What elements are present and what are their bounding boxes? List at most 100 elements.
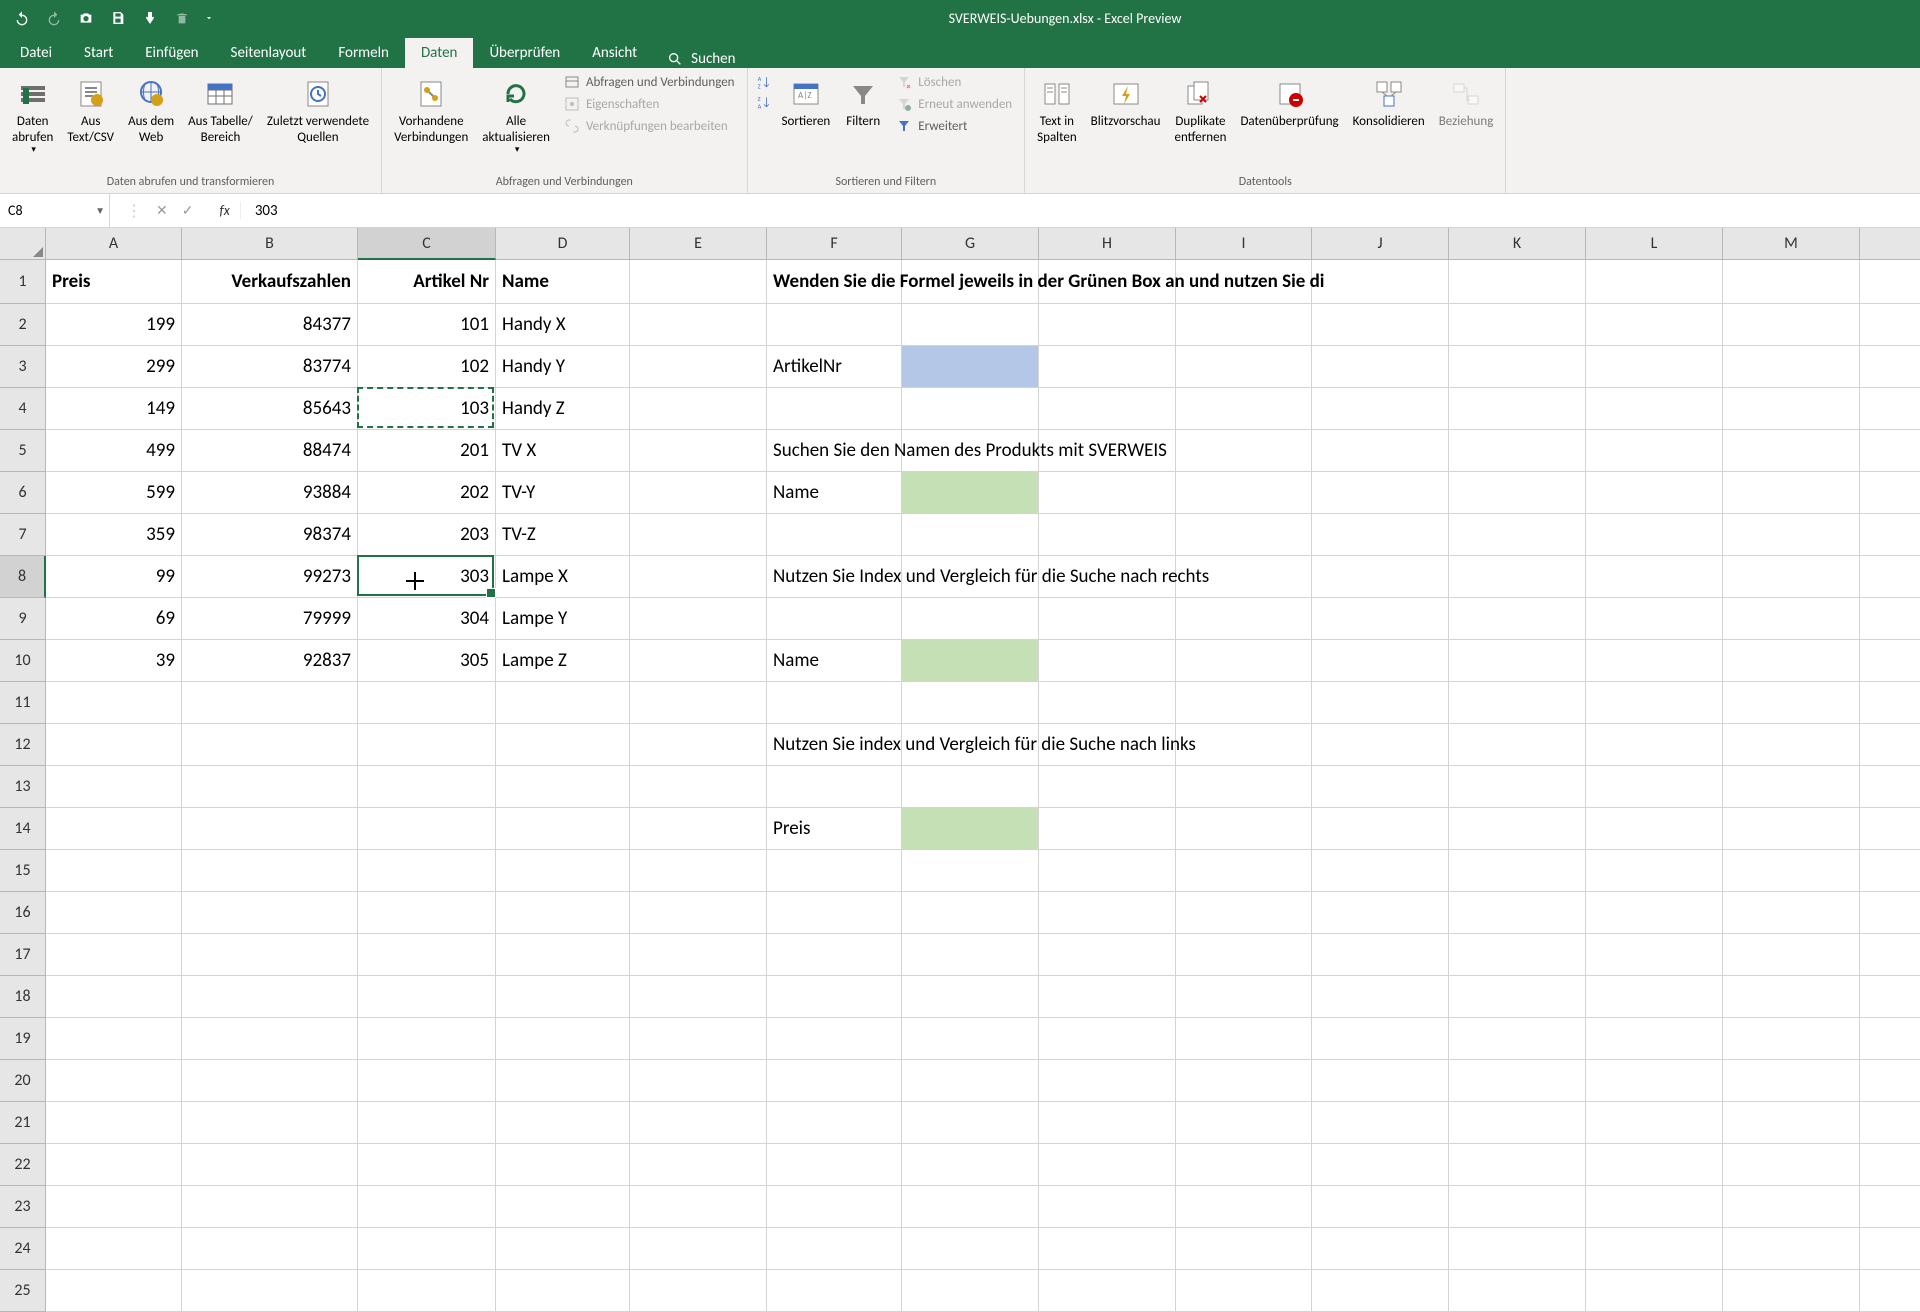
cell[interactable] <box>1860 1060 1920 1102</box>
cell[interactable] <box>767 1186 902 1228</box>
cell[interactable] <box>46 808 182 850</box>
cell[interactable] <box>630 472 767 514</box>
cell[interactable] <box>1176 472 1312 514</box>
name-box-input[interactable] <box>8 202 101 219</box>
col-header-E[interactable]: E <box>630 228 767 260</box>
cell[interactable] <box>358 892 496 934</box>
cell[interactable] <box>630 1186 767 1228</box>
cell[interactable] <box>358 1228 496 1270</box>
cell[interactable] <box>1860 682 1920 724</box>
cell[interactable] <box>767 934 902 976</box>
cell[interactable] <box>1586 1186 1723 1228</box>
tell-me-search[interactable]: Suchen <box>653 50 749 68</box>
cell[interactable] <box>1860 1270 1920 1312</box>
cell[interactable] <box>1860 1186 1920 1228</box>
cell[interactable] <box>496 766 630 808</box>
duplikate-entfernen-button[interactable]: Duplikate entfernen <box>1168 72 1232 149</box>
tab-datei[interactable]: Datei <box>4 38 68 68</box>
cell[interactable] <box>1449 976 1586 1018</box>
cell[interactable] <box>630 850 767 892</box>
cell[interactable] <box>630 724 767 766</box>
cell-B3[interactable]: 83774 <box>182 346 358 388</box>
cell[interactable] <box>1312 766 1449 808</box>
cell[interactable] <box>46 1144 182 1186</box>
cell[interactable] <box>1176 388 1312 430</box>
row-header-25[interactable]: 25 <box>0 1270 46 1312</box>
cell-C1[interactable]: Artikel Nr <box>358 260 496 304</box>
cell-F8[interactable]: Nutzen Sie Index und Vergleich für die S… <box>767 556 902 598</box>
cell-D6[interactable]: TV-Y <box>496 472 630 514</box>
eigenschaften-button[interactable]: Eigenschaften <box>558 94 741 114</box>
cell[interactable] <box>46 1228 182 1270</box>
cell[interactable] <box>46 1102 182 1144</box>
cell-B4[interactable]: 85643 <box>182 388 358 430</box>
blitzvorschau-button[interactable]: Blitzvorschau <box>1085 72 1167 134</box>
cell[interactable] <box>182 934 358 976</box>
cell[interactable] <box>1176 808 1312 850</box>
cell[interactable] <box>182 892 358 934</box>
cell-F6[interactable]: Name <box>767 472 902 514</box>
cell[interactable] <box>496 1144 630 1186</box>
cell[interactable] <box>1723 1228 1860 1270</box>
cell[interactable] <box>46 976 182 1018</box>
row-header-4[interactable]: 4 <box>0 388 46 430</box>
cell[interactable] <box>1860 892 1920 934</box>
cell[interactable] <box>630 514 767 556</box>
cell-C4[interactable]: 103 <box>358 388 496 430</box>
cell[interactable] <box>1449 934 1586 976</box>
cell[interactable] <box>1176 346 1312 388</box>
enter-formula-button[interactable]: ✓ <box>182 202 194 219</box>
cell[interactable] <box>767 976 902 1018</box>
cell-F14[interactable]: Preis <box>767 808 902 850</box>
cell[interactable] <box>1039 1228 1176 1270</box>
cell[interactable] <box>1723 934 1860 976</box>
cell[interactable] <box>1176 850 1312 892</box>
cell[interactable] <box>182 1144 358 1186</box>
datenueberpruefung-button[interactable]: Datenüberprüfung <box>1234 72 1344 134</box>
cell[interactable] <box>1449 1144 1586 1186</box>
cell-A2[interactable]: 199 <box>46 304 182 346</box>
cell[interactable] <box>902 598 1039 640</box>
row-header-21[interactable]: 21 <box>0 1102 46 1144</box>
cell[interactable] <box>1312 808 1449 850</box>
cell[interactable] <box>1586 1144 1723 1186</box>
col-header-H[interactable]: H <box>1039 228 1176 260</box>
col-header-M[interactable]: M <box>1723 228 1860 260</box>
cell[interactable] <box>630 556 767 598</box>
cell[interactable] <box>630 934 767 976</box>
cell[interactable] <box>1312 682 1449 724</box>
cell[interactable] <box>1312 976 1449 1018</box>
cell[interactable] <box>902 892 1039 934</box>
cell[interactable] <box>1176 976 1312 1018</box>
cell[interactable] <box>1723 346 1860 388</box>
cell[interactable] <box>1586 640 1723 682</box>
cell[interactable] <box>902 1270 1039 1312</box>
cell[interactable] <box>496 934 630 976</box>
cell[interactable] <box>496 976 630 1018</box>
sort-desc-button[interactable]: ZA <box>754 92 774 112</box>
col-header-B[interactable]: B <box>182 228 358 260</box>
cell[interactable] <box>1723 1144 1860 1186</box>
row-header-19[interactable]: 19 <box>0 1018 46 1060</box>
cell-A8[interactable]: 99 <box>46 556 182 598</box>
row-header-13[interactable]: 13 <box>0 766 46 808</box>
cell[interactable] <box>496 682 630 724</box>
cell[interactable] <box>767 1144 902 1186</box>
cell[interactable] <box>358 1186 496 1228</box>
cell[interactable] <box>358 1102 496 1144</box>
row-header-23[interactable]: 23 <box>0 1186 46 1228</box>
cell[interactable] <box>1586 892 1723 934</box>
cell[interactable] <box>1039 976 1176 1018</box>
cell[interactable] <box>1586 304 1723 346</box>
cell[interactable] <box>182 1018 358 1060</box>
cell[interactable] <box>767 1228 902 1270</box>
zuletzt-quellen-button[interactable]: Zuletzt verwendete Quellen <box>261 72 375 149</box>
cell[interactable] <box>182 1060 358 1102</box>
cell[interactable] <box>358 766 496 808</box>
camera-button[interactable] <box>72 4 100 32</box>
cell[interactable] <box>630 808 767 850</box>
cell[interactable] <box>1449 388 1586 430</box>
cell[interactable] <box>630 346 767 388</box>
cell[interactable] <box>358 976 496 1018</box>
cell[interactable] <box>1039 1060 1176 1102</box>
